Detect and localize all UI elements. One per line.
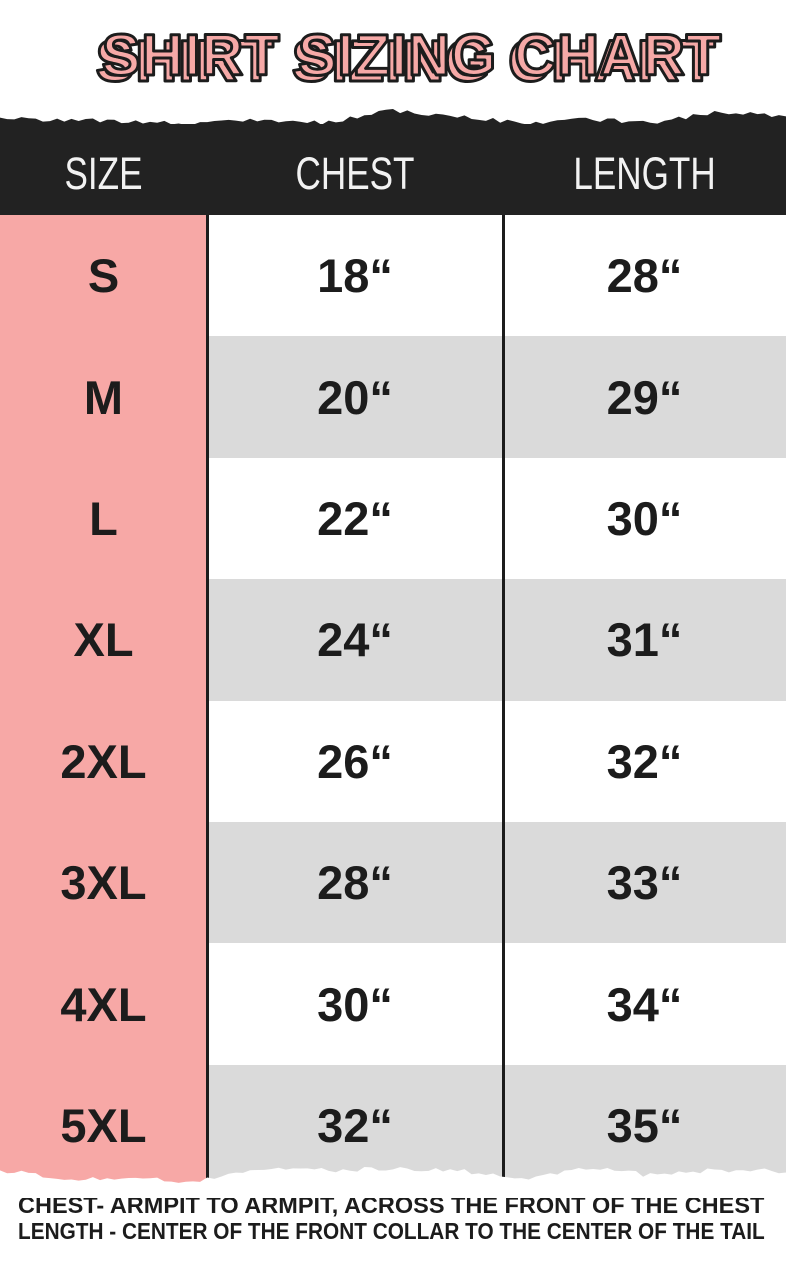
svg-text:SHIRT SIZING CHART: SHIRT SIZING CHART	[102, 23, 723, 88]
